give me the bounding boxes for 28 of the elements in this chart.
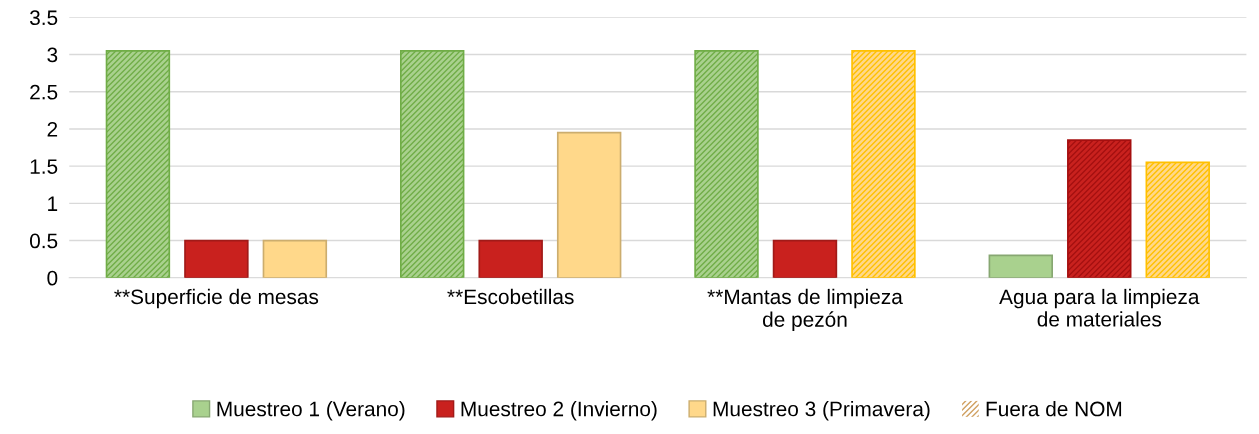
bar (694, 50, 759, 278)
bar (478, 239, 543, 278)
bar (399, 50, 465, 278)
y-tick-label: 2 (47, 121, 58, 137)
legend-label: Muestreo 3 (Primavera) (713, 401, 930, 421)
x-tick-label: **Mantas de limpieza de pezón (707, 288, 903, 332)
legend-label: Muestreo 1 (Verano) (217, 401, 405, 421)
legend-label: Muestreo 2 (Invierno) (461, 401, 657, 421)
bar (851, 50, 916, 278)
y-tick-label: 2.5 (30, 84, 58, 100)
text: Fuera de NOM (986, 401, 1122, 417)
bar (262, 239, 328, 278)
x-tick-label: **Superficie de mesas (114, 288, 319, 309)
x-tick-label: **Escobetillas (447, 288, 574, 305)
y-tick-label: 0 (47, 270, 58, 286)
bar (772, 239, 838, 278)
y-tick-label: 0.5 (29, 233, 58, 249)
bar (1067, 139, 1132, 278)
bar (1145, 161, 1210, 278)
bar (988, 254, 1054, 278)
y-tick-label: 3 (47, 47, 58, 63)
bar (556, 131, 622, 278)
y-tick-label: 1 (48, 196, 58, 211)
y-tick-label: 1.5 (30, 159, 58, 174)
bar (184, 239, 249, 278)
x-tick-label: Agua para la limpieza de materiales (999, 288, 1200, 327)
y-tick-label: 3.5 (29, 10, 58, 26)
bar (105, 50, 171, 278)
